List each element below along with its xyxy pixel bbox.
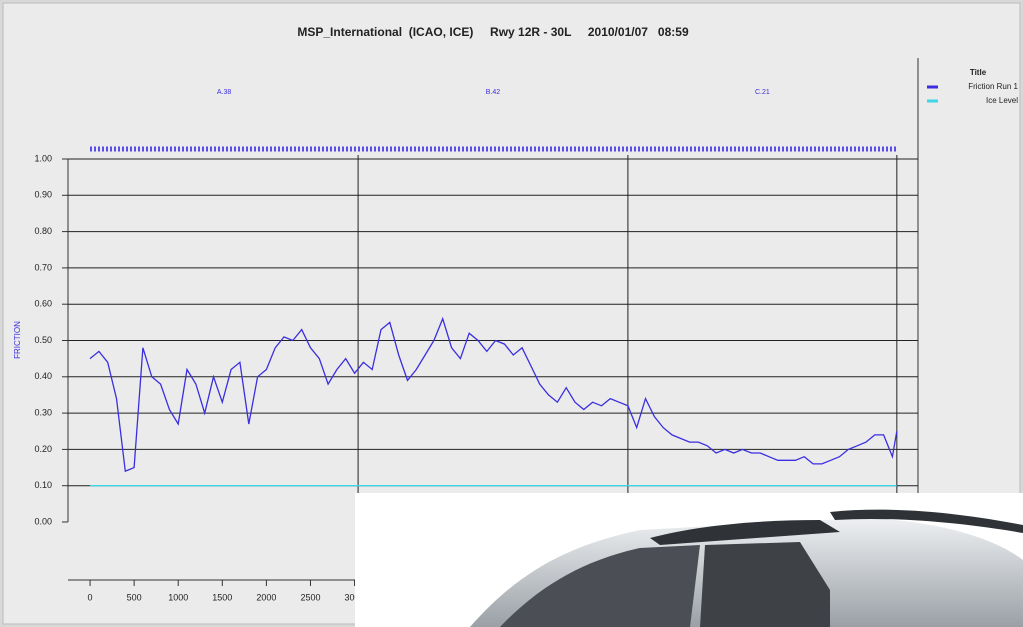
y-tick-label: 1.00 xyxy=(34,153,52,163)
chart: MSP_International (ICAO, ICE) Rwy 12R - … xyxy=(0,0,1023,627)
section-label: A.38 xyxy=(217,89,232,96)
legend-label: Friction Run 1 xyxy=(968,82,1018,91)
y-tick-label: 0.90 xyxy=(34,190,52,200)
chart-title: MSP_International (ICAO, ICE) Rwy 12R - … xyxy=(297,25,689,39)
y-tick-label: 0.40 xyxy=(34,371,52,381)
y-tick-label: 0.20 xyxy=(34,444,52,454)
x-tick-label: 2000 xyxy=(256,592,276,602)
y-tick-label: 0.70 xyxy=(34,262,52,272)
y-tick-label: 0.50 xyxy=(34,335,52,345)
x-tick-label: 1500 xyxy=(212,592,232,602)
y-tick-label: 0.60 xyxy=(34,299,52,309)
page: MSP_International (ICAO, ICE) Rwy 12R - … xyxy=(0,0,1023,627)
y-tick-label: 0.10 xyxy=(34,480,52,490)
y-tick-label: 0.80 xyxy=(34,226,52,236)
car-photo xyxy=(355,493,1023,627)
section-label: C.21 xyxy=(755,89,770,96)
y-axis-label: FRICTION xyxy=(13,321,22,359)
legend-label: Ice Level xyxy=(986,96,1018,105)
y-tick-label: 0.00 xyxy=(34,516,52,526)
x-tick-label: 1000 xyxy=(168,592,188,602)
x-tick-label: 2500 xyxy=(300,592,320,602)
legend-title: Title xyxy=(970,68,987,77)
y-tick-label: 0.30 xyxy=(34,407,52,417)
section-label: B.42 xyxy=(486,89,501,96)
x-tick-label: 0 xyxy=(88,592,93,602)
x-tick-label: 500 xyxy=(127,592,142,602)
